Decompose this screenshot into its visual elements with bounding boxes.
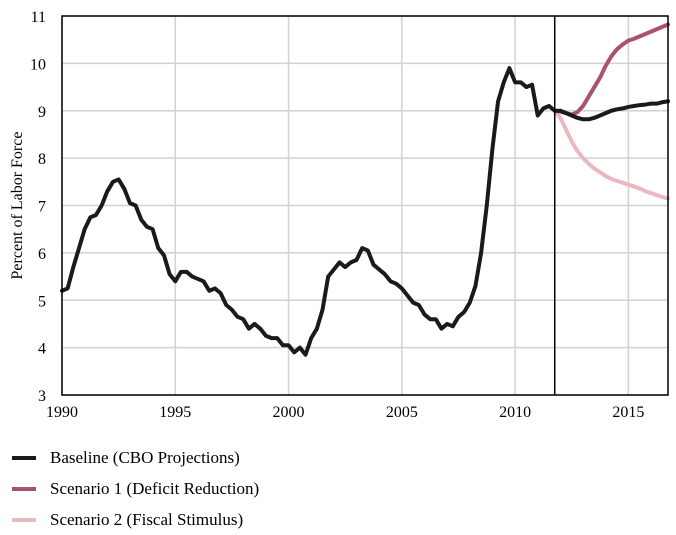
y-tick-label-9: 9 <box>38 104 46 121</box>
grid-lines <box>61 15 668 396</box>
series-lines <box>60 22 670 357</box>
series-line-scenario-2 <box>552 108 670 201</box>
legend-item-baseline: Baseline (CBO Projections) <box>12 442 259 473</box>
x-tick-label-2000: 2000 <box>273 404 305 421</box>
x-tick-label-2005: 2005 <box>386 404 418 421</box>
y-tick-label-4: 4 <box>38 341 46 358</box>
x-tick-label-2010: 2010 <box>499 404 531 421</box>
legend-label-baseline: Baseline (CBO Projections) <box>50 447 240 467</box>
legend: Baseline (CBO Projections) Scenario 1 (D… <box>12 442 259 535</box>
plot-frame <box>61 15 669 396</box>
x-tick-label-1990: 1990 <box>46 404 78 421</box>
line-chart: 3 4 5 6 7 8 9 10 11 1990 1995 2000 2005 2010 2015 Perc… <box>9 9 670 421</box>
legend-swatch-scenario-1 <box>12 486 36 491</box>
y-tick-label-6: 6 <box>38 246 46 263</box>
y-axis-label: Percent of Labor Force <box>9 132 26 280</box>
y-tick-label-5: 5 <box>38 293 46 310</box>
series-line-baseline <box>60 66 670 357</box>
y-tick-label-3: 3 <box>38 388 46 405</box>
y-tick-label-8: 8 <box>38 151 46 168</box>
legend-label-scenario-1: Scenario 1 (Deficit Reduction) <box>50 478 260 498</box>
legend-label-scenario-2: Scenario 2 (Fiscal Stimulus) <box>50 509 244 529</box>
x-tick-label-1995: 1995 <box>159 404 191 421</box>
y-tick-label-7: 7 <box>38 199 46 216</box>
legend-item-scenario-1: Scenario 1 (Deficit Reduction) <box>12 473 259 504</box>
x-tick-label-2015: 2015 <box>612 404 644 421</box>
y-tick-label-11: 11 <box>31 9 46 26</box>
series-line-scenario-1 <box>552 22 670 117</box>
legend-item-scenario-2: Scenario 2 (Fiscal Stimulus) <box>12 504 259 535</box>
tick-labels: 3 4 5 6 7 8 9 10 11 1990 1995 2000 2005 2010 2015 <box>30 9 644 421</box>
legend-swatch-baseline <box>12 455 36 460</box>
y-tick-label-10: 10 <box>30 56 46 73</box>
legend-swatch-scenario-2 <box>12 517 36 522</box>
